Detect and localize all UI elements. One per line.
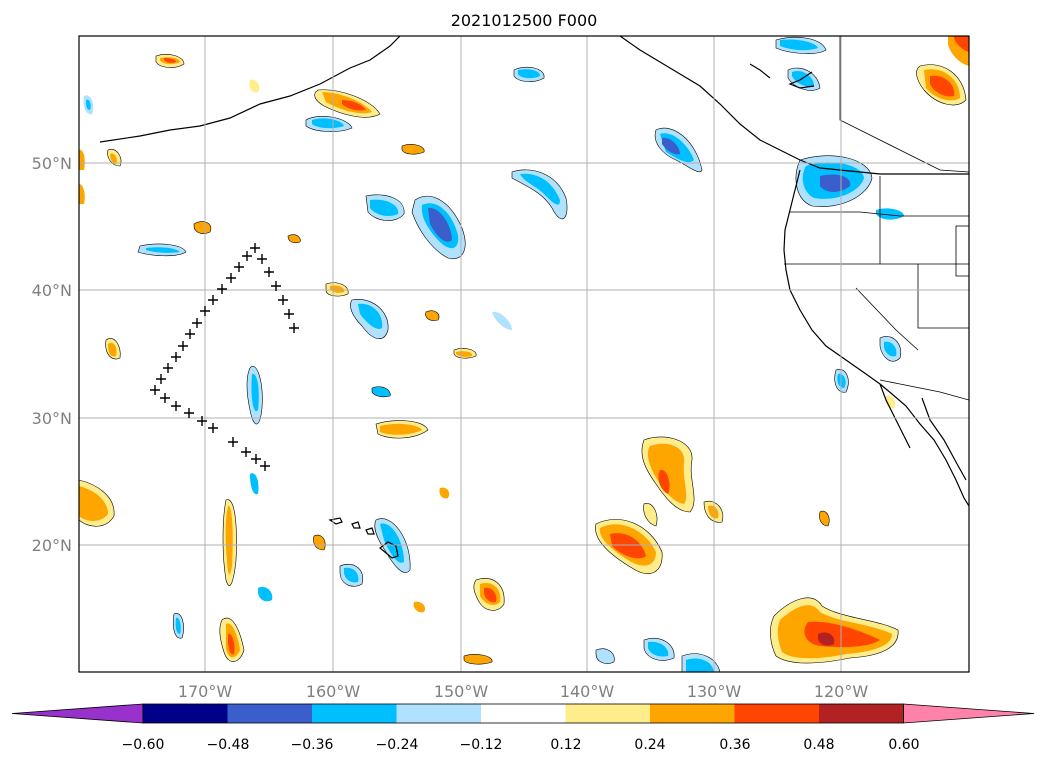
negative-anomaly-blob	[137, 243, 187, 257]
anomaly-contours	[79, 36, 969, 672]
track-marker-plus	[156, 374, 166, 384]
lat-label: 50°N	[32, 154, 72, 173]
colorbar-swatch	[565, 704, 651, 723]
positive-anomaly-blob	[641, 436, 695, 513]
track-marker-plus	[278, 295, 288, 305]
colorbar-swatch	[227, 704, 313, 723]
track-marker-plus	[150, 385, 160, 395]
track-marker-plus	[241, 447, 251, 457]
coastlines	[99, 36, 969, 559]
positive-anomaly-blob	[79, 479, 115, 527]
track-marker-plus	[271, 281, 281, 291]
positive-anomaly-blob	[314, 89, 381, 118]
track-marker-plus	[257, 254, 267, 264]
lon-label: 150°W	[434, 682, 489, 701]
lon-label: 170°W	[178, 682, 233, 701]
track-marker-plus	[289, 323, 299, 333]
positive-anomaly-blob	[79, 54, 896, 665]
colorbar-outline	[142, 703, 904, 724]
track-marker-plus	[226, 273, 236, 283]
negative-anomaly-blob	[654, 127, 703, 173]
colorbar-tick-label: 0.48	[803, 737, 834, 753]
lat-label: 40°N	[32, 281, 72, 300]
track-marker-plus	[284, 309, 294, 319]
track-marker-plus	[264, 267, 274, 277]
colorbar-swatch	[481, 704, 566, 723]
lat-label: 30°N	[32, 409, 72, 428]
negative-anomaly-blob	[834, 336, 902, 393]
lon-label: 130°W	[687, 682, 742, 701]
latitude-labels: 50°N 40°N 30°N 20°N	[32, 154, 72, 555]
track-marker-plus	[185, 329, 195, 339]
track-marker-plus	[163, 363, 173, 373]
track-marker-plus	[234, 262, 244, 272]
colorbar-tick-label: 0.24	[634, 737, 665, 753]
gridlines	[79, 36, 969, 672]
track-marker-plus	[208, 295, 218, 305]
track-marker-plus	[184, 408, 194, 418]
negative-anomaly-blob	[83, 95, 904, 672]
colorbar-swatch	[650, 704, 735, 723]
track-marker-plus	[171, 401, 181, 411]
colorbar-tick-label: 0.12	[550, 737, 581, 753]
colorbar-tick-label: −0.48	[207, 737, 250, 753]
colorbar-tick-label: 0.60	[888, 737, 919, 753]
colorbar-tick-label: −0.24	[376, 737, 419, 753]
track-marker-plus	[178, 341, 188, 351]
colorbar-labels: −0.60 −0.48 −0.36 −0.24 −0.12 0.12 0.24 …	[122, 737, 920, 753]
colorbar-swatch	[143, 704, 228, 723]
colorbar-tick-label: −0.60	[122, 737, 165, 753]
colorbar-tick-label: −0.36	[291, 737, 334, 753]
negative-anomaly-blob	[350, 299, 389, 339]
negative-anomaly-blob	[513, 66, 545, 82]
negative-anomaly-blob	[795, 155, 873, 207]
lat-label: 20°N	[32, 536, 72, 555]
track-marker-plus	[160, 393, 170, 403]
track-marker-plus	[228, 437, 238, 447]
positive-anomaly-blob	[916, 36, 969, 106]
colorbar-swatch	[734, 704, 820, 723]
track-marker-plus	[260, 461, 270, 471]
negative-anomaly-blob	[775, 37, 827, 91]
negative-anomaly-blob	[511, 169, 568, 220]
colorbar-extension-right	[903, 703, 1035, 724]
negative-anomaly-blob	[411, 195, 466, 260]
map-panel	[78, 35, 970, 673]
longitude-labels: 170°W 160°W 150°W 140°W 130°W 120°W	[178, 682, 869, 701]
positive-anomaly-blob	[770, 597, 899, 664]
track-markers	[150, 243, 299, 471]
negative-anomaly-blob	[365, 194, 405, 221]
colorbar-extension-left	[11, 703, 144, 724]
track-marker-plus	[192, 318, 202, 328]
map-title: 2021012500 F000	[451, 11, 598, 30]
negative-anomaly-blob	[246, 365, 263, 425]
colorbar-swatch	[819, 704, 904, 723]
track-marker-plus	[208, 423, 218, 433]
map-background	[79, 36, 969, 672]
negative-anomaly-blob	[305, 116, 353, 132]
colorbar	[11, 703, 1035, 724]
track-marker-plus	[200, 306, 210, 316]
lon-label: 160°W	[306, 682, 361, 701]
colorbar-tick-label: −0.12	[460, 737, 503, 753]
positive-anomaly-blob	[473, 578, 505, 611]
track-marker-plus	[171, 352, 181, 362]
negative-anomaly-blob	[339, 564, 364, 587]
lon-label: 120°W	[814, 682, 869, 701]
track-marker-plus	[251, 454, 261, 464]
track-marker-plus	[250, 243, 260, 253]
positive-anomaly-blob	[219, 499, 245, 662]
lon-label: 140°W	[560, 682, 615, 701]
map-frame	[78, 35, 970, 673]
track-marker-plus	[217, 284, 227, 294]
political-borders	[784, 36, 969, 401]
colorbar-swatch	[312, 704, 397, 723]
colorbar-swatch	[396, 704, 482, 723]
colorbar-tick-label: 0.36	[719, 737, 750, 753]
track-marker-plus	[242, 251, 252, 261]
track-marker-plus	[197, 416, 207, 426]
